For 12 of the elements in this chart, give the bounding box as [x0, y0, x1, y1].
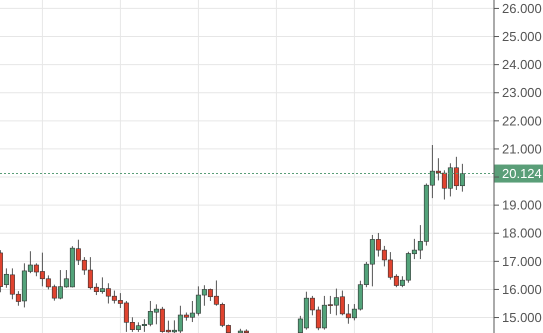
y-tick-label: 15.000 — [502, 310, 542, 326]
ref-line-label: 20.124 — [502, 166, 542, 182]
y-tick-label: 19.000 — [502, 198, 542, 213]
y-tick-label: 24.000 — [502, 57, 542, 72]
y-tick-label: 21.000 — [502, 141, 542, 156]
y-tick-label: 25.000 — [502, 29, 542, 44]
y-tick-label: 22.000 — [502, 113, 542, 128]
y-tick-label: 23.000 — [502, 85, 542, 100]
y-tick-label: 16.000 — [502, 282, 542, 297]
y-tick-label: 17.000 — [502, 254, 542, 269]
y-tick-label: 26.000 — [502, 0, 542, 16]
y-tick-label: 18.000 — [502, 226, 542, 241]
